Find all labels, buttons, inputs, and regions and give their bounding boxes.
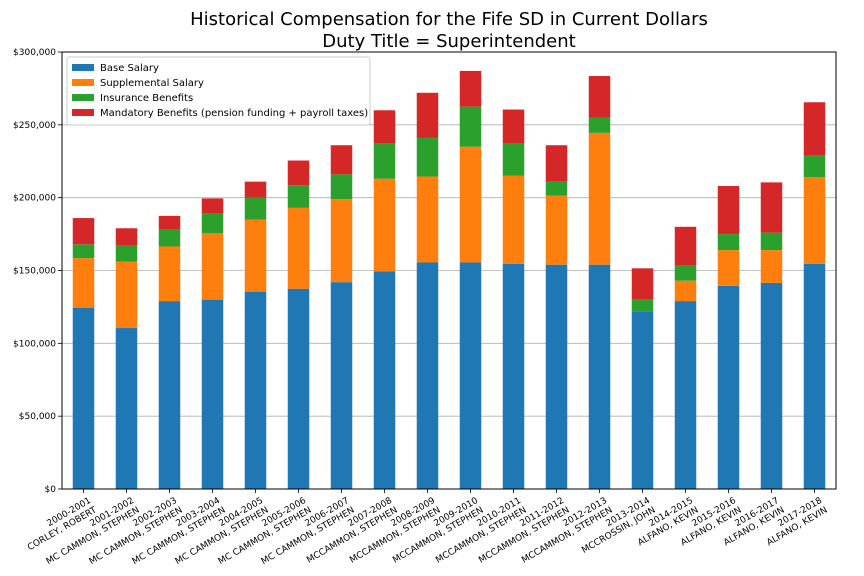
bar-segment [545, 181, 568, 196]
bar-segment [373, 143, 396, 179]
bar-segment [717, 186, 740, 235]
bar-segment [416, 262, 439, 489]
bar-segment [674, 301, 697, 489]
bar-segment [502, 109, 525, 144]
y-tick-label: $150,000 [13, 267, 56, 277]
bar-segment [459, 146, 482, 263]
bar-segment [502, 263, 525, 489]
legend-box [66, 56, 371, 126]
bar-segment [674, 265, 697, 281]
bar-segment [588, 264, 611, 489]
y-tick-label: $50,000 [19, 412, 56, 422]
y-axis: $0 $50,000 $100,000 $150,000 $200,000 $250,00… [13, 48, 62, 495]
bar-segment [287, 160, 310, 186]
y-tick-label: $300,000 [13, 48, 56, 58]
bar-segment [459, 70, 482, 107]
bar-segment [545, 264, 568, 489]
bar-segment [201, 299, 224, 489]
bar-segment [803, 263, 826, 489]
legend-label: Insurance Benefits [100, 93, 193, 104]
bar-segment [674, 226, 697, 266]
bar-segment [330, 199, 353, 283]
bar-segment [588, 76, 611, 118]
bar-segment [330, 174, 353, 200]
bar-segment [502, 175, 525, 264]
bar-segment [244, 219, 267, 292]
bar-segment [416, 92, 439, 138]
bar-segment [545, 145, 568, 182]
bar-segment [631, 268, 654, 300]
y-tick-label: $0 [45, 485, 57, 495]
bar-segment [373, 178, 396, 272]
bar-segment [416, 137, 439, 177]
bar-segment [115, 328, 138, 489]
bar-segment [588, 132, 611, 265]
bar-segment [803, 102, 826, 156]
bar-segment [330, 145, 353, 175]
bars [72, 70, 826, 489]
chart-title-line-1: Historical Compensation for the Fife SD … [190, 9, 708, 30]
bar-segment [201, 233, 224, 300]
y-tick-label: $250,000 [13, 121, 56, 131]
bar-segment [115, 261, 138, 329]
bar-segment [72, 244, 95, 259]
bar-segment [158, 301, 181, 489]
bar-segment [631, 311, 654, 489]
bar-segment [674, 280, 697, 302]
bar-segment [158, 215, 181, 230]
bar-segment [760, 250, 783, 283]
bar-segment [416, 176, 439, 263]
legend-swatch [72, 79, 94, 86]
bar-segment [459, 106, 482, 147]
bar-segment [631, 299, 654, 312]
legend-swatch [72, 94, 94, 101]
legend-label: Base Salary [100, 63, 159, 74]
bar-segment [287, 185, 310, 208]
bar-segment [244, 181, 267, 198]
bar-segment [158, 229, 181, 247]
bar-segment [760, 182, 783, 233]
legend: Base Salary Supplemental Salary Insurance … [66, 56, 371, 126]
bar-segment [244, 291, 267, 489]
legend-swatch [72, 64, 94, 71]
bar-segment [244, 197, 267, 220]
legend-swatch [72, 109, 94, 116]
bar-segment [373, 110, 396, 144]
bar-segment [115, 228, 138, 246]
bar-segment [201, 198, 224, 214]
y-tick-label: $200,000 [13, 194, 56, 204]
bar-segment [287, 288, 310, 489]
bar-segment [760, 282, 783, 489]
chart-title-line-2: Duty Title = Superintendent [322, 31, 575, 52]
legend-label: Mandatory Benefits (pension funding + pa… [100, 108, 368, 119]
bar-segment [502, 143, 525, 176]
bar-segment [373, 271, 396, 489]
bar-segment [158, 246, 181, 302]
bar-segment [330, 282, 353, 489]
bar-segment [459, 262, 482, 489]
plot-frame [61, 51, 837, 490]
bar-segment [287, 207, 310, 289]
bar-segment [717, 285, 740, 489]
bar-segment [201, 213, 224, 234]
bar-segment [72, 258, 95, 308]
bar-segment [588, 117, 611, 133]
bar-segment [545, 195, 568, 265]
bar-segment [803, 155, 826, 178]
bar-segment [72, 307, 95, 489]
bar-segment [803, 177, 826, 264]
bar-segment [717, 234, 740, 251]
bar-segment [115, 245, 138, 262]
y-tick-label: $100,000 [13, 339, 56, 349]
bar-segment [72, 218, 95, 245]
bar-segment [717, 250, 740, 286]
bar-segment [760, 232, 783, 251]
legend-label: Supplemental Salary [100, 78, 204, 89]
